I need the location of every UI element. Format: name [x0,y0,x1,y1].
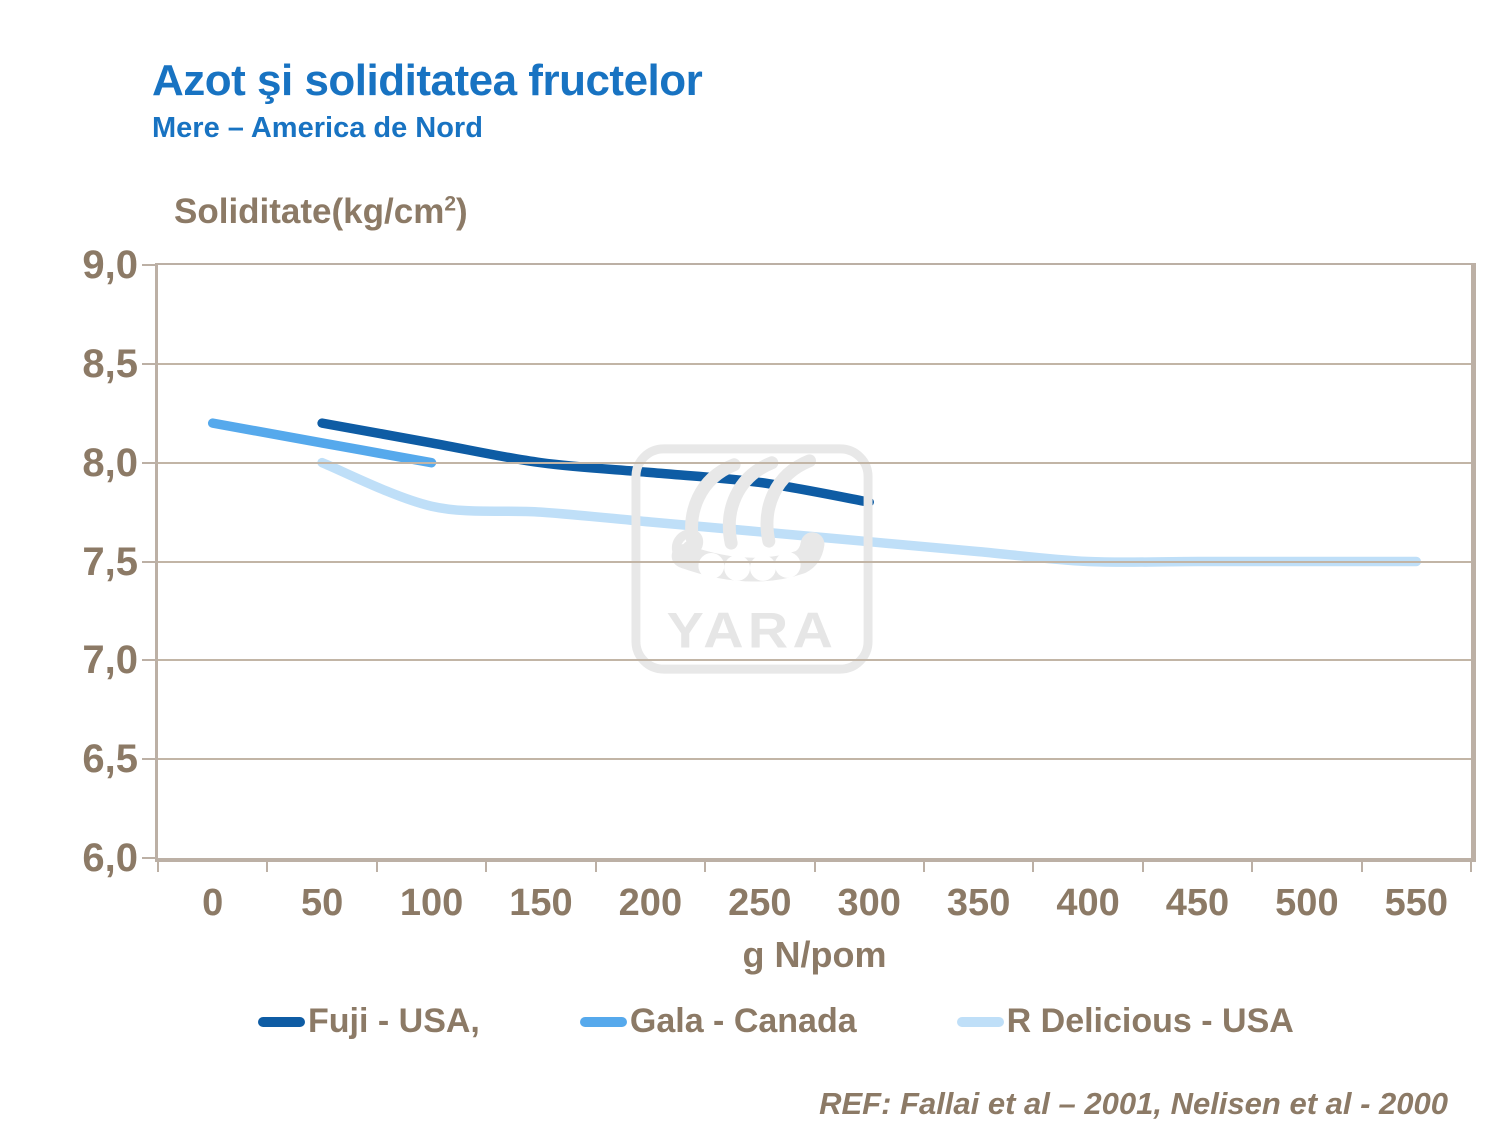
y-axis-title: Soliditate(kg/cm2) [174,192,468,232]
x-tick-mark-5 [704,859,707,872]
watermark-hull-hole [724,555,751,581]
x-tick-label-0: 0 [202,882,224,924]
x-tick-label-550: 550 [1384,882,1448,924]
y-tick-label-9,0: 9,0 [82,243,138,287]
y-tick-mark-8,5 [142,362,156,365]
y-tick-mark-6,0 [142,857,156,859]
y-tick-label-8,0: 8,0 [82,440,138,485]
x-tick-label-400: 400 [1056,882,1120,924]
x-tick-mark-8 [1032,859,1035,872]
x-tick-label-500: 500 [1275,882,1339,924]
watermark-text: YARA [667,602,838,658]
legend: Fuji - USA, Gala - Canada R Delicious - US… [258,1002,1294,1041]
x-tick-label-250: 250 [728,882,792,924]
legend-swatch-1 [579,1016,627,1027]
x-tick-label-300: 300 [837,882,901,924]
gridline-8,0 [158,461,1471,464]
y-tick-mark-7,0 [142,659,156,662]
x-tick-mark-11 [1360,859,1363,872]
x-tick-mark-3 [485,859,488,872]
x-tick-mark-6 [813,859,816,872]
page-title: Azot şi soliditatea fructelor [152,56,703,105]
page-subtitle: Mere – America de Nord [152,112,483,144]
legend-swatch-2 [956,1016,1004,1027]
watermark-hull-hole [774,552,801,578]
x-tick-label-450: 450 [1165,882,1230,924]
x-axis-title: g N/pom [742,934,887,975]
watermark-arc-3 [760,454,816,548]
yara-watermark: YARA [631,444,873,674]
x-tick-label-200: 200 [618,882,683,924]
x-tick-mark-1 [266,859,269,872]
gridline-7,5 [158,560,1471,563]
x-tick-mark-4 [594,859,597,872]
gridline-8,5 [158,362,1471,365]
y-tick-label-6,0: 6,0 [82,836,138,880]
watermark-hull-hole [750,555,776,581]
x-tick-mark-7 [922,859,925,872]
gridline-7,0 [158,659,1471,662]
x-tick-mark-2 [375,859,378,872]
y-tick-label-6,5: 6,5 [82,737,138,782]
y-tick-label-7,0: 7,0 [82,638,138,683]
legend-label-2: R Delicious - USA [1006,1002,1294,1040]
y-axis-title-suffix: ) [456,192,468,231]
x-tick-label-350: 350 [946,882,1011,924]
x-tick-label-100: 100 [399,882,464,924]
x-tick-mark-0 [157,859,159,872]
y-tick-label-7,5: 7,5 [82,539,138,584]
gridline-6,5 [158,758,1471,761]
x-tick-label-50: 50 [300,882,344,924]
x-tick-mark-10 [1251,859,1254,872]
y-tick-label-8,5: 8,5 [82,341,138,386]
legend-item-0: Fuji - USA, [258,1002,480,1041]
x-tick-label-150: 150 [509,882,573,924]
x-tick-mark-12 [1470,859,1472,872]
watermark-hull-hole [698,553,725,579]
x-tick-mark-9 [1141,859,1144,872]
legend-label-1: Gala - Canada [629,1002,857,1040]
y-tick-mark-7,5 [142,560,156,563]
plot-area: YARA [155,263,1476,862]
y-tick-mark-6,5 [142,758,156,761]
y-axis-title-superscript: 2 [444,192,457,216]
y-tick-mark-8,0 [142,461,156,464]
legend-item-2: R Delicious - USA [956,1002,1294,1041]
legend-label-0: Fuji - USA, [308,1002,480,1040]
reference-text: REF: Fallai et al – 2001, Nelisen et al … [819,1086,1448,1121]
legend-swatch-0 [258,1016,305,1027]
y-tick-mark-9,0 [142,264,156,266]
legend-item-1: Gala - Canada [579,1002,857,1041]
y-axis-title-text: Soliditate(kg/cm [174,192,445,231]
